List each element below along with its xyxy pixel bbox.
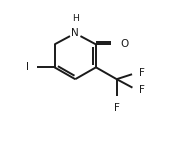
- Text: F: F: [139, 85, 145, 95]
- Text: O: O: [120, 39, 129, 49]
- Text: I: I: [26, 62, 29, 72]
- Text: N: N: [71, 28, 79, 38]
- Text: H: H: [72, 14, 79, 23]
- Text: F: F: [114, 103, 120, 113]
- Text: F: F: [139, 67, 145, 78]
